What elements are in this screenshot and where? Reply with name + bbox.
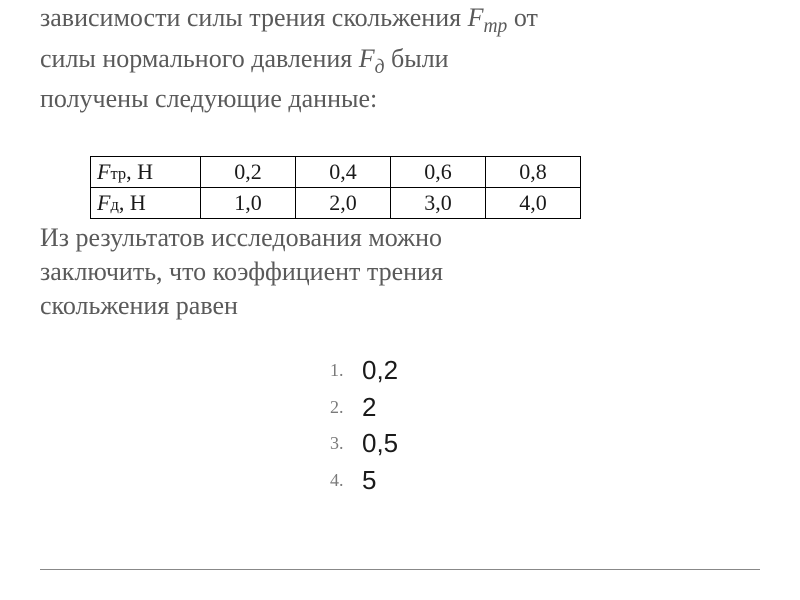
r2-sym: F — [97, 190, 110, 215]
intro-sub1: тр — [483, 16, 507, 37]
intro-paragraph: зависимости силы трения скольжения Fтр о… — [40, 0, 760, 116]
conc-line1: Из результатов исследования можно — [40, 223, 442, 252]
intro-sym1: F — [468, 3, 484, 32]
answer-options: 0,2 2 0,5 5 — [330, 352, 760, 498]
r1-sub: тр — [110, 164, 126, 183]
option-value: 5 — [362, 465, 376, 495]
cell: 0,2 — [201, 157, 296, 188]
r1-unit: , Н — [126, 159, 153, 184]
option-value: 2 — [362, 392, 376, 422]
intro-line2b: были — [385, 44, 449, 73]
divider-line — [40, 569, 760, 570]
table-row: Fтр, Н 0,2 0,4 0,6 0,8 — [91, 157, 581, 188]
row2-label: Fд, Н — [91, 188, 201, 219]
data-table: Fтр, Н 0,2 0,4 0,6 0,8 Fд, Н 1,0 2,0 3,0… — [90, 156, 581, 219]
conc-line3: скольжения равен — [40, 291, 238, 320]
table-row: Fд, Н 1,0 2,0 3,0 4,0 — [91, 188, 581, 219]
conc-line2: заключить, что коэффициент трения — [40, 257, 443, 286]
intro-line3: получены следующие данные: — [40, 84, 377, 113]
intro-line1b: от — [507, 3, 538, 32]
list-item[interactable]: 2 — [330, 389, 760, 425]
conclusion-paragraph: Из результатов исследования можно заключ… — [40, 221, 760, 322]
cell: 2,0 — [296, 188, 391, 219]
option-value: 0,5 — [362, 428, 398, 458]
list-item[interactable]: 5 — [330, 462, 760, 498]
intro-sym2: F — [359, 44, 375, 73]
cell: 0,4 — [296, 157, 391, 188]
cell: 0,6 — [391, 157, 486, 188]
r2-sub: д — [110, 195, 118, 214]
data-table-wrap: Fтр, Н 0,2 0,4 0,6 0,8 Fд, Н 1,0 2,0 3,0… — [90, 156, 760, 219]
cell: 4,0 — [486, 188, 581, 219]
r2-unit: , Н — [119, 190, 146, 215]
intro-line2a: силы нормального давления — [40, 44, 359, 73]
cell: 0,8 — [486, 157, 581, 188]
cell: 3,0 — [391, 188, 486, 219]
intro-line1a: зависимости силы трения скольжения — [40, 3, 468, 32]
option-value: 0,2 — [362, 355, 398, 385]
cell: 1,0 — [201, 188, 296, 219]
r1-sym: F — [97, 159, 110, 184]
intro-sub2: д — [375, 57, 385, 78]
row1-label: Fтр, Н — [91, 157, 201, 188]
list-item[interactable]: 0,2 — [330, 352, 760, 388]
list-item[interactable]: 0,5 — [330, 425, 760, 461]
